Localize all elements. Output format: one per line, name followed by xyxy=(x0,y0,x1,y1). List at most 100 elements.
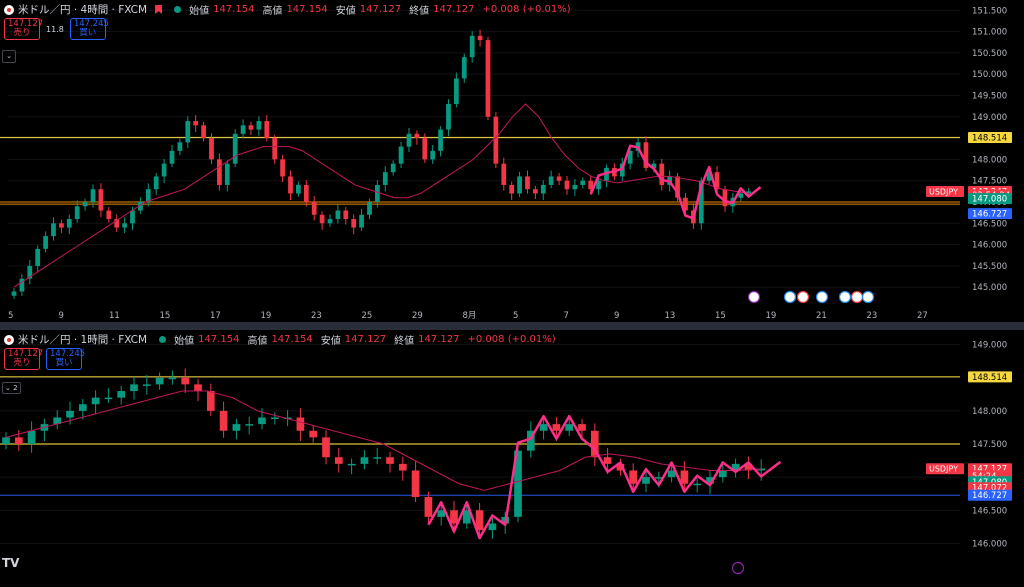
time-axis-label: 23 xyxy=(311,311,322,321)
candle-body xyxy=(51,223,56,237)
candle-body xyxy=(398,146,404,164)
buy-price: 147.245 xyxy=(73,19,109,29)
time-axis-label: 29 xyxy=(412,311,423,321)
collapse-indicators-button[interactable]: ⌄ xyxy=(2,50,16,63)
chart-canvas-4h[interactable]: 151.500 151.000 150.500 150.000 149.500 149.0… xyxy=(0,0,1024,322)
candle-body xyxy=(272,138,278,160)
candle-body xyxy=(106,210,112,220)
sell-label: 売り xyxy=(13,28,31,38)
ohlc-change-value: +0.008 (+0.01%) xyxy=(467,334,556,345)
chart-pane-4h[interactable]: 151.500 151.000 150.500 150.000 149.500 149.0… xyxy=(0,0,1024,322)
collapse-indicators-button[interactable]: ⌄ 2 xyxy=(2,382,21,394)
sell-price: 147.127 xyxy=(8,19,44,29)
time-axis-label: 13 xyxy=(665,311,676,321)
price-axis-label: 146.000 xyxy=(972,241,1007,251)
candle-body xyxy=(627,150,633,164)
ohlc-low-label: 安値 xyxy=(320,336,341,347)
symbol-tag-label: USDJPY xyxy=(929,187,958,196)
price-tag-box xyxy=(968,208,1012,220)
candle-body xyxy=(509,184,515,194)
buy-button[interactable]: 147.245 買い xyxy=(69,18,109,40)
candle-body xyxy=(209,138,214,160)
candle-body xyxy=(578,424,586,431)
drawing-zigzag-line xyxy=(589,144,762,220)
symbol-tag-label: USDJPY xyxy=(929,465,958,474)
ohlc-open-label: 始値 xyxy=(174,336,195,347)
price-tag-box xyxy=(968,489,1012,501)
candle-body xyxy=(359,214,364,228)
candle-body xyxy=(168,377,177,380)
symbol-title[interactable]: 米ドル／円 · 1時間 · FXCM xyxy=(18,334,148,346)
candle-body xyxy=(477,35,483,41)
candle-body xyxy=(643,142,649,168)
candle-body xyxy=(258,417,266,425)
candle-body xyxy=(343,210,349,220)
candle-body xyxy=(596,180,601,190)
candle-body xyxy=(74,206,80,220)
buy-label: 買い xyxy=(79,28,97,38)
time-axis-label: 11 xyxy=(109,311,120,321)
price-tag-label: 147.127 xyxy=(972,465,1007,475)
candle-body xyxy=(296,184,301,194)
candle-body xyxy=(731,463,740,471)
price-tag-label: 148.514 xyxy=(972,373,1007,383)
ohlc-close-label: 終値 xyxy=(394,336,415,347)
chart-pane-1h[interactable]: 149.000148.500148.000147.500147.000146.5… xyxy=(0,330,1024,587)
candle-body xyxy=(130,384,138,391)
price-tag: 146.727 xyxy=(968,489,1012,501)
candle-body xyxy=(296,417,305,431)
candle-body xyxy=(27,265,33,279)
candle-body xyxy=(525,176,530,190)
candle-body xyxy=(414,133,420,139)
time-axis-label: 5 xyxy=(8,311,13,321)
time-axis-label: 5 xyxy=(513,311,518,321)
chart-canvas-1h[interactable]: 149.000148.500148.000147.500147.000146.5… xyxy=(0,330,1024,587)
symbol-tag-box xyxy=(926,185,964,197)
candle-body xyxy=(572,184,578,190)
ohlc-high-label: 高値 xyxy=(262,6,283,17)
candle-body xyxy=(181,377,190,385)
symbol-title[interactable]: 米ドル／円 · 4時間 · FXCM xyxy=(18,4,148,16)
price-axis-label: 151.500 xyxy=(972,6,1007,16)
time-axis-label: 19 xyxy=(766,311,777,321)
bookmark-icon[interactable] xyxy=(155,5,163,14)
candle-body xyxy=(240,125,246,134)
buy-button[interactable]: 147.245 買い xyxy=(46,348,85,370)
candle-body xyxy=(66,410,74,418)
price-tag-label: 148.514 xyxy=(972,133,1007,143)
tradingview-logo[interactable]: TV xyxy=(2,556,20,570)
lightning-icon xyxy=(747,290,761,304)
drawing-zigzag-line xyxy=(427,414,782,540)
spread-value: 11.8 xyxy=(46,24,64,34)
candle-body xyxy=(654,477,663,479)
candle-body xyxy=(27,430,36,444)
candle-body xyxy=(142,384,151,386)
ohlc-open-value: 147.154 xyxy=(198,334,240,345)
time-axis-label: 7 xyxy=(564,311,569,321)
price-tag-box xyxy=(968,371,1012,383)
candle-body xyxy=(104,397,113,400)
candle-body xyxy=(718,470,727,478)
sell-price: 147.127 xyxy=(8,349,44,359)
sell-button[interactable]: 147.127 売り xyxy=(4,348,44,370)
candle-body xyxy=(138,202,143,211)
price-axis-label: 146.500 xyxy=(972,219,1007,229)
candle-body xyxy=(98,189,104,211)
candle-body xyxy=(488,523,497,531)
candle-body xyxy=(130,210,135,224)
candle-body xyxy=(264,121,270,139)
price-tag: 147.080 xyxy=(968,193,1012,205)
sell-button[interactable]: 147.127 売り xyxy=(4,18,44,40)
time-axis-label: 8月 xyxy=(463,311,477,321)
candle-body xyxy=(311,202,317,215)
candle-body xyxy=(224,163,230,185)
candle-body xyxy=(232,133,238,164)
candle-body xyxy=(219,410,228,431)
candle-body xyxy=(288,176,293,194)
candle-body xyxy=(11,291,17,296)
sell-label: 売り xyxy=(13,358,31,368)
pane-divider[interactable] xyxy=(0,322,1024,330)
candle-body xyxy=(360,457,369,464)
candle-body xyxy=(722,189,728,207)
candle-body xyxy=(450,510,458,524)
